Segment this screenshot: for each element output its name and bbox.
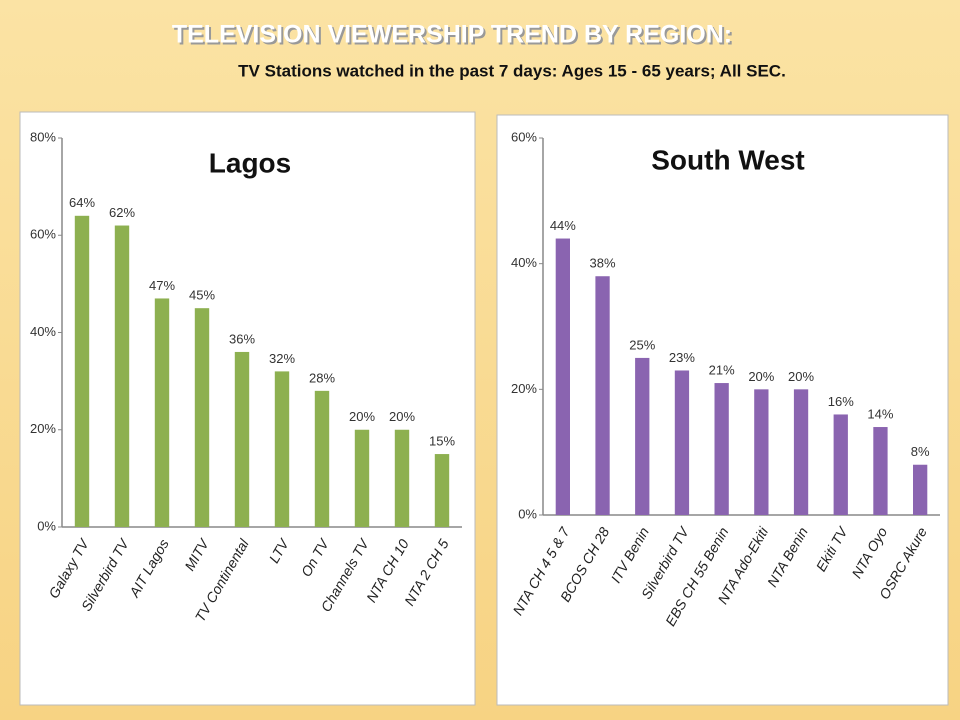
- value-label: 32%: [269, 351, 295, 366]
- bar: [314, 390, 330, 527]
- value-label: 45%: [189, 288, 215, 303]
- chart-title: South West: [651, 144, 804, 175]
- bar: [913, 464, 928, 515]
- title-shadow: TELEVISION VIEWERSHIP TREND BY REGION:: [174, 23, 734, 51]
- value-label: 15%: [429, 434, 455, 449]
- value-label: 20%: [389, 409, 415, 424]
- y-tick-label: 40%: [30, 324, 56, 339]
- value-label: 21%: [709, 362, 735, 377]
- value-label: 44%: [550, 218, 576, 233]
- chart-title: Lagos: [209, 147, 291, 178]
- value-label: 25%: [629, 337, 655, 352]
- value-label: 20%: [349, 409, 375, 424]
- y-tick-label: 80%: [30, 129, 56, 144]
- value-label: 38%: [590, 256, 616, 271]
- value-label: 8%: [911, 444, 930, 459]
- bar: [674, 370, 690, 515]
- bar: [394, 429, 410, 527]
- value-label: 14%: [867, 406, 893, 421]
- bar: [873, 427, 888, 515]
- bar: [793, 389, 809, 515]
- bar: [194, 308, 210, 527]
- bar: [555, 238, 570, 516]
- value-label: 28%: [309, 370, 335, 385]
- bar: [434, 454, 450, 527]
- bar: [114, 225, 130, 527]
- value-label: 62%: [109, 205, 135, 220]
- y-tick-label: 60%: [30, 227, 56, 242]
- value-label: 64%: [69, 195, 95, 210]
- bar: [635, 357, 650, 515]
- bar: [714, 383, 729, 515]
- y-tick-label: 20%: [30, 421, 56, 436]
- bar: [754, 389, 769, 515]
- bar: [74, 215, 90, 528]
- bar: [274, 371, 290, 527]
- y-tick-label: 0%: [37, 518, 56, 533]
- y-tick-label: 40%: [511, 255, 537, 270]
- y-tick-label: 0%: [518, 506, 537, 521]
- y-tick-label: 20%: [511, 381, 537, 396]
- value-label: 36%: [229, 331, 255, 346]
- y-tick-label: 60%: [511, 129, 537, 144]
- value-label: 16%: [828, 394, 854, 409]
- bar: [234, 351, 250, 527]
- value-label: 20%: [748, 369, 774, 384]
- bar: [354, 429, 370, 527]
- value-label: 23%: [669, 350, 695, 365]
- value-label: 47%: [149, 278, 175, 293]
- bar: [595, 276, 610, 515]
- bar: [833, 414, 848, 515]
- bar: [154, 298, 170, 527]
- slide-subtitle: TV Stations watched in the past 7 days: …: [238, 61, 786, 80]
- value-label: 20%: [788, 369, 814, 384]
- slide-title: TELEVISION VIEWERSHIP TREND BY REGION:: [172, 21, 732, 49]
